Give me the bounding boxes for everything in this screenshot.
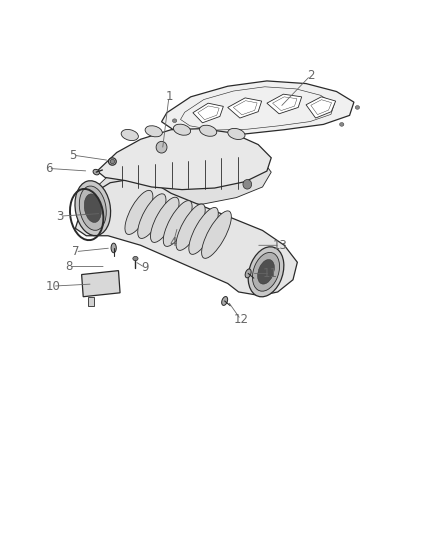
- Ellipse shape: [258, 260, 275, 284]
- Text: 5: 5: [70, 149, 77, 161]
- Text: 1: 1: [165, 90, 173, 103]
- Polygon shape: [272, 97, 297, 110]
- Ellipse shape: [151, 197, 179, 243]
- Polygon shape: [311, 100, 332, 115]
- Text: 3: 3: [57, 209, 64, 223]
- Ellipse shape: [176, 204, 205, 251]
- Polygon shape: [75, 179, 297, 296]
- Ellipse shape: [189, 207, 218, 254]
- Ellipse shape: [173, 124, 191, 135]
- Polygon shape: [97, 128, 271, 190]
- Polygon shape: [99, 140, 271, 205]
- Polygon shape: [198, 106, 219, 120]
- Text: 10: 10: [45, 280, 60, 293]
- Ellipse shape: [200, 125, 217, 136]
- Text: 11: 11: [263, 267, 278, 280]
- Polygon shape: [233, 101, 257, 115]
- Ellipse shape: [243, 180, 252, 189]
- Ellipse shape: [252, 253, 279, 291]
- Text: 9: 9: [141, 261, 149, 274]
- Ellipse shape: [111, 243, 116, 253]
- Ellipse shape: [79, 186, 106, 230]
- Ellipse shape: [156, 141, 167, 153]
- Polygon shape: [88, 297, 94, 306]
- Ellipse shape: [174, 126, 179, 130]
- Text: 6: 6: [45, 162, 52, 175]
- Ellipse shape: [201, 211, 231, 259]
- Ellipse shape: [93, 169, 99, 175]
- Ellipse shape: [228, 128, 245, 140]
- Text: 4: 4: [170, 236, 177, 249]
- Text: 8: 8: [65, 260, 73, 273]
- Bar: [81, 271, 120, 297]
- Polygon shape: [228, 98, 261, 118]
- Ellipse shape: [138, 194, 166, 238]
- Ellipse shape: [75, 181, 111, 236]
- Polygon shape: [180, 87, 335, 130]
- Text: 7: 7: [72, 245, 79, 258]
- Ellipse shape: [339, 123, 344, 126]
- Ellipse shape: [163, 200, 192, 246]
- Ellipse shape: [222, 296, 228, 305]
- Ellipse shape: [355, 106, 360, 109]
- Ellipse shape: [145, 126, 162, 137]
- Ellipse shape: [121, 130, 138, 141]
- Ellipse shape: [133, 256, 138, 261]
- Ellipse shape: [110, 159, 115, 164]
- Text: 2: 2: [307, 69, 314, 82]
- Ellipse shape: [84, 194, 101, 222]
- Polygon shape: [162, 81, 354, 135]
- Ellipse shape: [109, 158, 116, 165]
- Text: 13: 13: [272, 239, 287, 252]
- Polygon shape: [267, 94, 302, 114]
- Ellipse shape: [125, 190, 153, 235]
- Ellipse shape: [173, 119, 177, 123]
- Text: 12: 12: [233, 313, 248, 326]
- Polygon shape: [306, 97, 336, 118]
- Ellipse shape: [245, 269, 251, 278]
- Ellipse shape: [248, 247, 284, 297]
- Polygon shape: [193, 103, 223, 123]
